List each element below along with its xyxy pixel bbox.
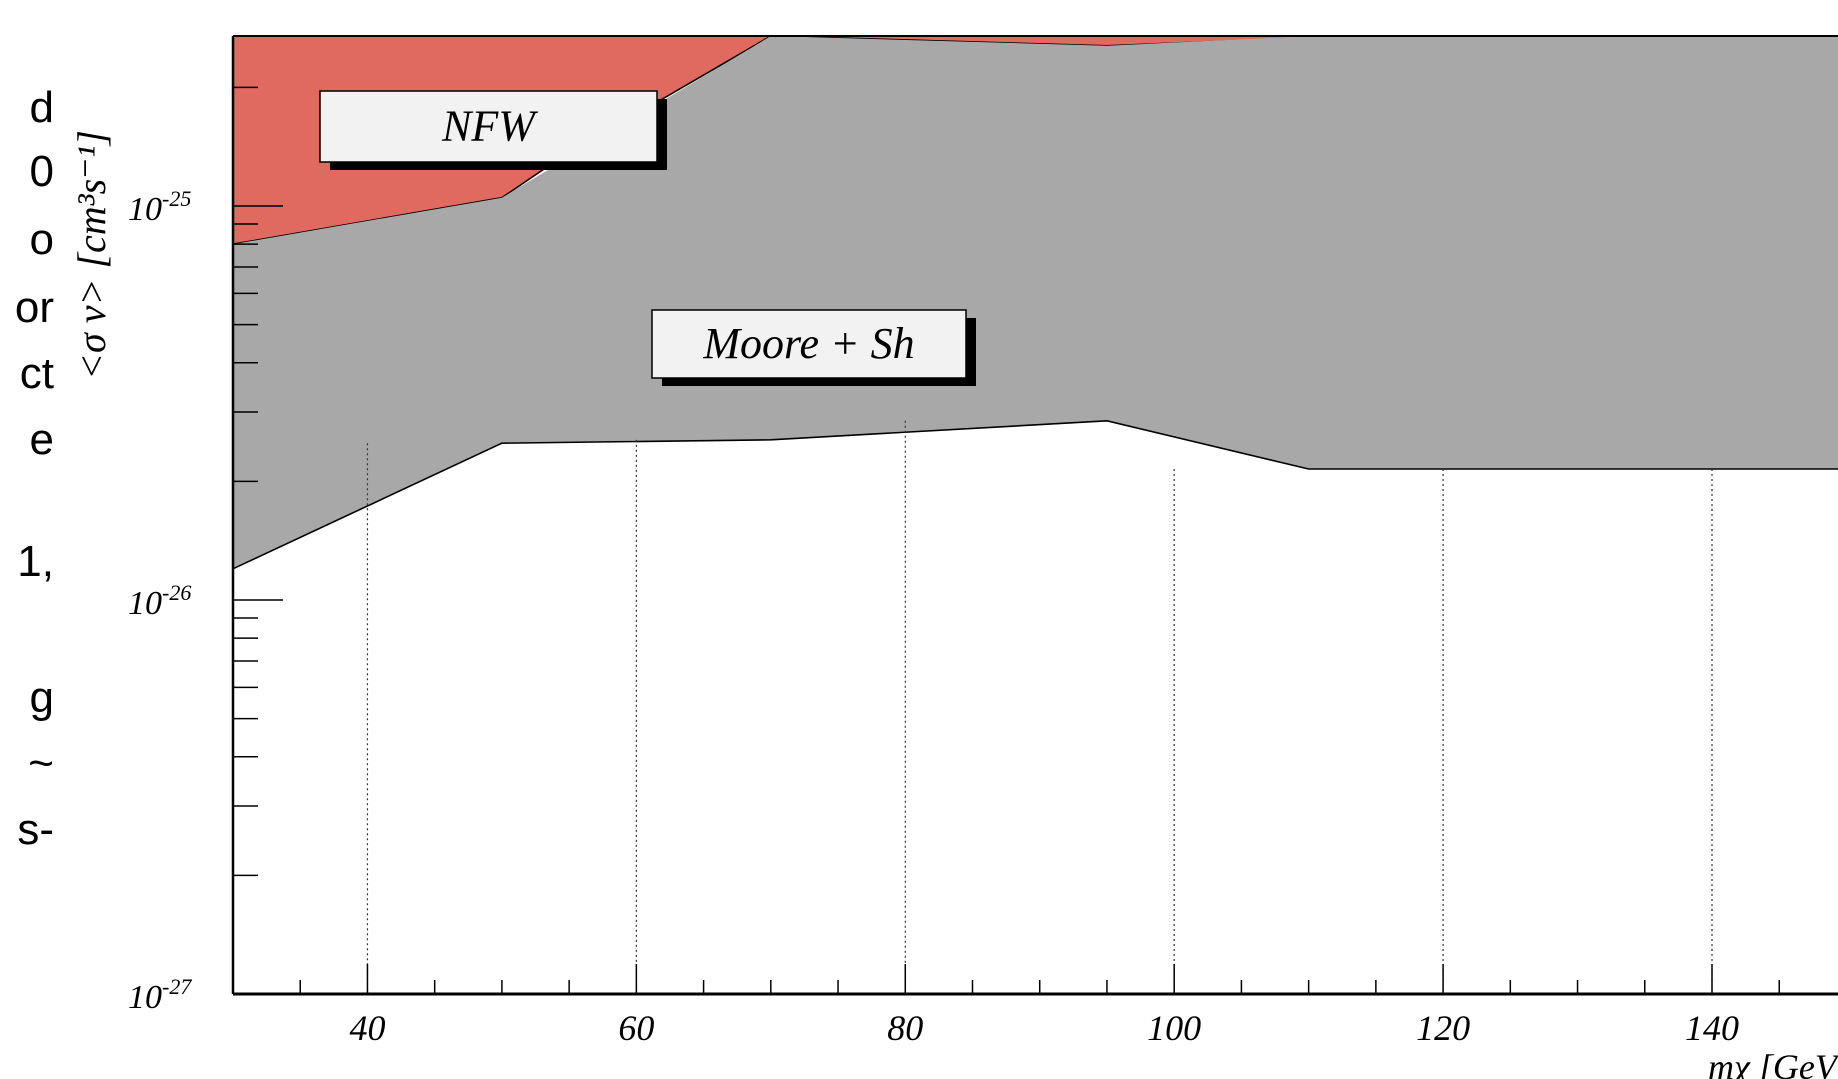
series-area-nfw: [233, 36, 1838, 245]
text-fragment: 0: [29, 147, 54, 196]
y-tick-label: 10-25: [128, 186, 191, 228]
text-fragment: e: [29, 415, 54, 464]
text-fragment: 1,: [17, 537, 54, 586]
y-axis-label: <σ v> [cm³s⁻¹]: [69, 130, 114, 380]
x-tick-label: 80: [887, 1008, 923, 1048]
text-fragment: or: [14, 283, 54, 332]
x-tick-label: 120: [1416, 1008, 1470, 1048]
text-fragment: ~: [28, 739, 54, 788]
x-tick-label: 40: [349, 1008, 385, 1048]
y-tick-label: 10-26: [128, 580, 191, 622]
label-moore-sh: Moore + Sh: [702, 319, 914, 368]
y-tick-label: 10-27: [128, 974, 192, 1016]
x-tick-label: 140: [1685, 1008, 1739, 1048]
label-nfw: NFW: [441, 102, 538, 151]
label-box: [319, 90, 658, 163]
text-fragment: s-: [17, 805, 54, 854]
x-tick-label: 60: [618, 1008, 654, 1048]
text-fragment: ct: [19, 349, 54, 398]
series-boundary-line: [232, 419, 1838, 570]
label-box: [651, 309, 967, 379]
x-axis-label: mχ [GeV: [1708, 1047, 1838, 1079]
text-fragment: o: [29, 215, 54, 264]
text-fragment: d: [29, 83, 54, 132]
text-fragment: g: [29, 673, 54, 722]
x-tick-label: 100: [1147, 1008, 1201, 1048]
